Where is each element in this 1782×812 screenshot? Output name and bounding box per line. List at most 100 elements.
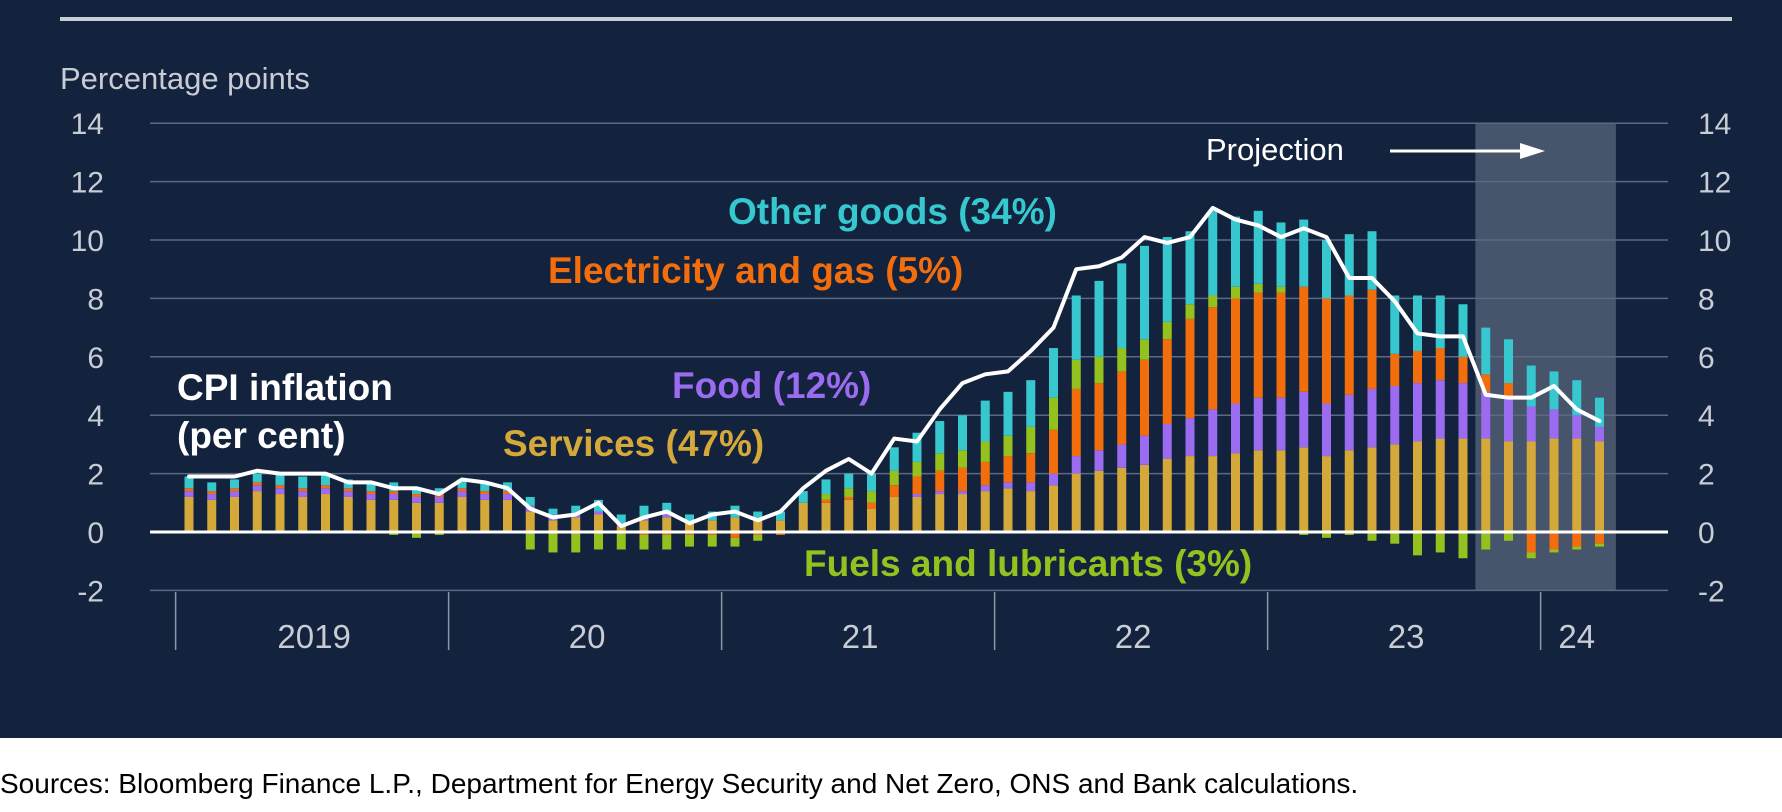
bar-segment-other_goods — [1231, 216, 1240, 287]
bar-stack — [844, 473, 854, 532]
bar-stack — [1504, 339, 1513, 541]
x-label-20: 20 — [569, 618, 606, 655]
bar-segment-other_goods — [594, 499, 603, 512]
bar-segment-food — [1595, 426, 1604, 442]
bar-segment-food — [457, 491, 467, 497]
bar-segment-services — [275, 494, 285, 532]
bar-segment-services — [980, 491, 990, 532]
bar-segment-services — [935, 494, 945, 532]
bar-segment-electricity_gas — [1094, 383, 1104, 451]
bar-segment-other_goods — [662, 502, 672, 515]
bar-stack — [594, 499, 603, 550]
bar-segment-fuels — [889, 470, 899, 486]
bar-segment-food — [1526, 406, 1536, 442]
y-tick-left-0: 0 — [87, 517, 104, 550]
bar-segment-fuels — [1276, 286, 1286, 293]
x-label-24: 24 — [1558, 618, 1595, 655]
bar-segment-fuels — [935, 453, 945, 471]
bar-segment-food — [1435, 380, 1445, 439]
bar-segment-other_goods — [685, 514, 694, 524]
bar-segment-electricity_gas — [1162, 339, 1172, 424]
bar-segment-food — [1276, 397, 1286, 451]
bar-segment-other_goods — [935, 421, 945, 454]
y-tick-left-4: 4 — [87, 400, 104, 433]
bar-segment-food — [1026, 482, 1036, 492]
bar-segment-other_goods — [548, 508, 558, 515]
bar-segment-food — [980, 485, 990, 492]
bar-segment-food — [480, 494, 490, 500]
bar-segment-food — [412, 496, 421, 503]
bar-segment-services — [1140, 464, 1149, 532]
bar-segment-electricity_gas — [1208, 307, 1218, 410]
y-tick-right--2: -2 — [1698, 575, 1725, 608]
bar-segment-services — [457, 496, 467, 532]
bar-segment-other_goods — [1367, 231, 1377, 290]
annotation-cpi-line2: (per cent) — [177, 415, 346, 456]
bar-segment-fuels — [1231, 286, 1240, 299]
bar-segment-services — [1231, 453, 1240, 532]
bar-segment-electricity_gas — [366, 491, 376, 495]
bar-segment-fuels — [1595, 543, 1604, 547]
annotation-electricity-gas: Electricity and gas (5%) — [548, 250, 963, 291]
annotation-fuels: Fuels and lubricants (3%) — [804, 543, 1252, 584]
bar-segment-fuels — [1049, 397, 1058, 430]
bar-segment-electricity_gas — [935, 470, 945, 492]
bar-segment-services — [594, 514, 603, 532]
bar-segment-food — [1344, 394, 1354, 451]
bar-stack — [821, 479, 831, 532]
bar-segment-fuels — [1504, 532, 1513, 541]
bar-segment-electricity_gas — [1299, 286, 1309, 392]
cpi-inflation-line — [187, 205, 1602, 529]
bar-segment-fuels — [412, 532, 421, 538]
bar-segment-electricity_gas — [1071, 388, 1081, 457]
bar-segment-other_goods — [480, 482, 490, 492]
bar-segment-fuels — [548, 532, 558, 553]
bar-segment-services — [1595, 441, 1604, 532]
bar-segment-other_goods — [1094, 280, 1104, 357]
bar-segment-fuels — [525, 532, 535, 550]
bar-segment-food — [1117, 444, 1127, 468]
bar-segment-fuels — [1208, 295, 1218, 308]
bar-stack — [1390, 295, 1400, 544]
bar-segment-food — [1185, 418, 1195, 457]
bar-segment-other_goods — [1344, 234, 1354, 296]
bar-stack — [252, 473, 262, 532]
bar-segment-other_goods — [1390, 295, 1400, 354]
bar-segment-other_goods — [1299, 219, 1309, 287]
bar-segment-other_goods — [1071, 295, 1081, 360]
bar-stack — [230, 479, 239, 532]
y-tick-right-12: 12 — [1698, 167, 1731, 200]
bar-segment-food — [252, 485, 262, 492]
bar-segment-electricity_gas — [457, 488, 467, 492]
bar-segment-services — [1549, 438, 1559, 532]
bar-stack — [366, 482, 376, 532]
bar-segment-services — [1071, 473, 1081, 532]
bar-segment-other_goods — [412, 488, 421, 495]
bar-stack — [207, 482, 217, 532]
bar-segment-services — [321, 494, 330, 532]
bar-stack — [980, 400, 990, 532]
bar-segment-electricity_gas — [1526, 532, 1536, 553]
bar-segment-fuels — [1117, 348, 1127, 372]
projection-arrow-icon — [1390, 143, 1545, 159]
bar-segment-services — [889, 496, 899, 532]
bar-segment-electricity_gas — [1572, 532, 1582, 547]
bar-segment-other_goods — [1276, 222, 1286, 287]
bar-segment-services — [912, 496, 922, 532]
bar-stack — [1026, 380, 1036, 532]
bar-segment-food — [1481, 391, 1491, 439]
bar-segment-food — [321, 488, 330, 495]
bar-segment-food — [1367, 388, 1377, 448]
bar-stack — [753, 511, 763, 541]
bar-segment-services — [503, 499, 512, 532]
bar-stack — [480, 482, 490, 532]
bar-segment-food — [184, 491, 194, 497]
bar-segment-food — [1231, 403, 1240, 454]
bar-segment-electricity_gas — [844, 496, 854, 500]
bar-stack — [412, 488, 421, 538]
x-label-22: 22 — [1115, 618, 1152, 655]
bar-segment-electricity_gas — [889, 485, 899, 497]
bar-segment-food — [1572, 415, 1582, 439]
bar-segment-services — [184, 496, 194, 532]
